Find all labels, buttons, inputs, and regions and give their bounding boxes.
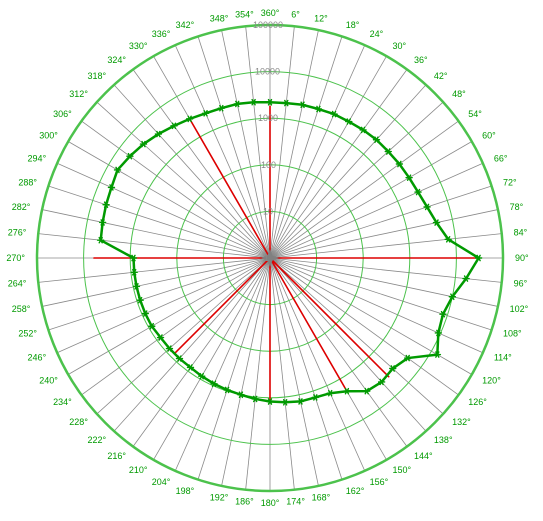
angle-label: 306° xyxy=(53,109,72,119)
angle-label: 192° xyxy=(210,493,229,503)
angle-label: 294° xyxy=(28,153,47,163)
angle-label: 228° xyxy=(69,417,88,427)
angle-label: 174° xyxy=(286,497,305,507)
angle-label: 6° xyxy=(291,9,300,19)
radial-tick-label: 10000 xyxy=(255,67,280,77)
angle-label: 300° xyxy=(39,131,58,141)
angle-label: 264° xyxy=(8,279,27,289)
radial-tick-label: 100000 xyxy=(253,20,283,30)
angle-label: 24° xyxy=(370,29,384,39)
radial-tick-label: 1 xyxy=(264,253,269,263)
angle-label: 336° xyxy=(152,29,171,39)
angle-label: 84° xyxy=(514,227,528,237)
radial-tick-label: 10 xyxy=(263,206,273,216)
angle-label: 12° xyxy=(314,13,328,23)
angle-label: 258° xyxy=(12,304,31,314)
angle-label: 36° xyxy=(414,55,428,65)
angle-label: 138° xyxy=(434,435,453,445)
angle-label: 162° xyxy=(346,486,365,496)
angle-label: 126° xyxy=(468,397,487,407)
angle-label: 168° xyxy=(312,493,331,503)
angle-label: 234° xyxy=(53,397,72,407)
angle-label: 72° xyxy=(503,177,517,187)
angle-label: 282° xyxy=(12,202,31,212)
angle-label: 66° xyxy=(494,153,508,163)
angle-label: 60° xyxy=(482,131,496,141)
angle-label: 240° xyxy=(39,376,58,386)
angle-label: 312° xyxy=(69,89,88,99)
radial-tick-label: 1000 xyxy=(258,113,278,123)
angle-label: 54° xyxy=(468,109,482,119)
polar-svg: 1 10 100 1000 10000 100000 360° 6° 12° 18° 24° 30° 3… xyxy=(0,0,543,521)
angle-label: 150° xyxy=(393,465,412,475)
angle-label: 102° xyxy=(510,304,529,314)
angle-label: 354° xyxy=(235,9,254,19)
polar-chart: 1 10 100 1000 10000 100000 360° 6° 12° 18° 24° 30° 3… xyxy=(0,0,543,521)
angle-label: 342° xyxy=(176,20,195,30)
angle-label: 144° xyxy=(414,451,433,461)
angle-label: 132° xyxy=(452,417,471,427)
angle-label: 108° xyxy=(503,329,522,339)
angle-label: 78° xyxy=(510,202,524,212)
angle-label: 276° xyxy=(8,227,27,237)
angle-label: 288° xyxy=(18,177,37,187)
radial-tick-label: 100 xyxy=(261,160,276,170)
angle-label: 186° xyxy=(235,497,254,507)
angle-label: 90° xyxy=(515,253,529,263)
angle-label: 114° xyxy=(494,353,512,363)
angle-label: 246° xyxy=(28,353,47,363)
angle-label: 324° xyxy=(107,55,126,65)
angle-label: 198° xyxy=(176,486,195,496)
angle-label: 42° xyxy=(434,71,448,81)
angle-label: 120° xyxy=(482,376,501,386)
angle-label: 96° xyxy=(514,279,528,289)
angle-label: 48° xyxy=(452,89,466,99)
angle-label: 348° xyxy=(210,13,229,23)
angle-label: 204° xyxy=(152,477,171,487)
angle-label: 156° xyxy=(370,477,389,487)
angle-label: 270° xyxy=(6,253,25,263)
angle-label: 30° xyxy=(393,41,407,51)
angle-label: 360° xyxy=(261,8,280,18)
angle-label: 222° xyxy=(87,435,106,445)
angle-label: 252° xyxy=(18,329,37,339)
angle-label: 330° xyxy=(129,41,148,51)
angle-label: 180° xyxy=(261,498,280,508)
angle-label: 18° xyxy=(346,20,360,30)
angle-label: 318° xyxy=(87,71,106,81)
angle-label: 210° xyxy=(129,465,148,475)
angle-label: 216° xyxy=(107,451,126,461)
